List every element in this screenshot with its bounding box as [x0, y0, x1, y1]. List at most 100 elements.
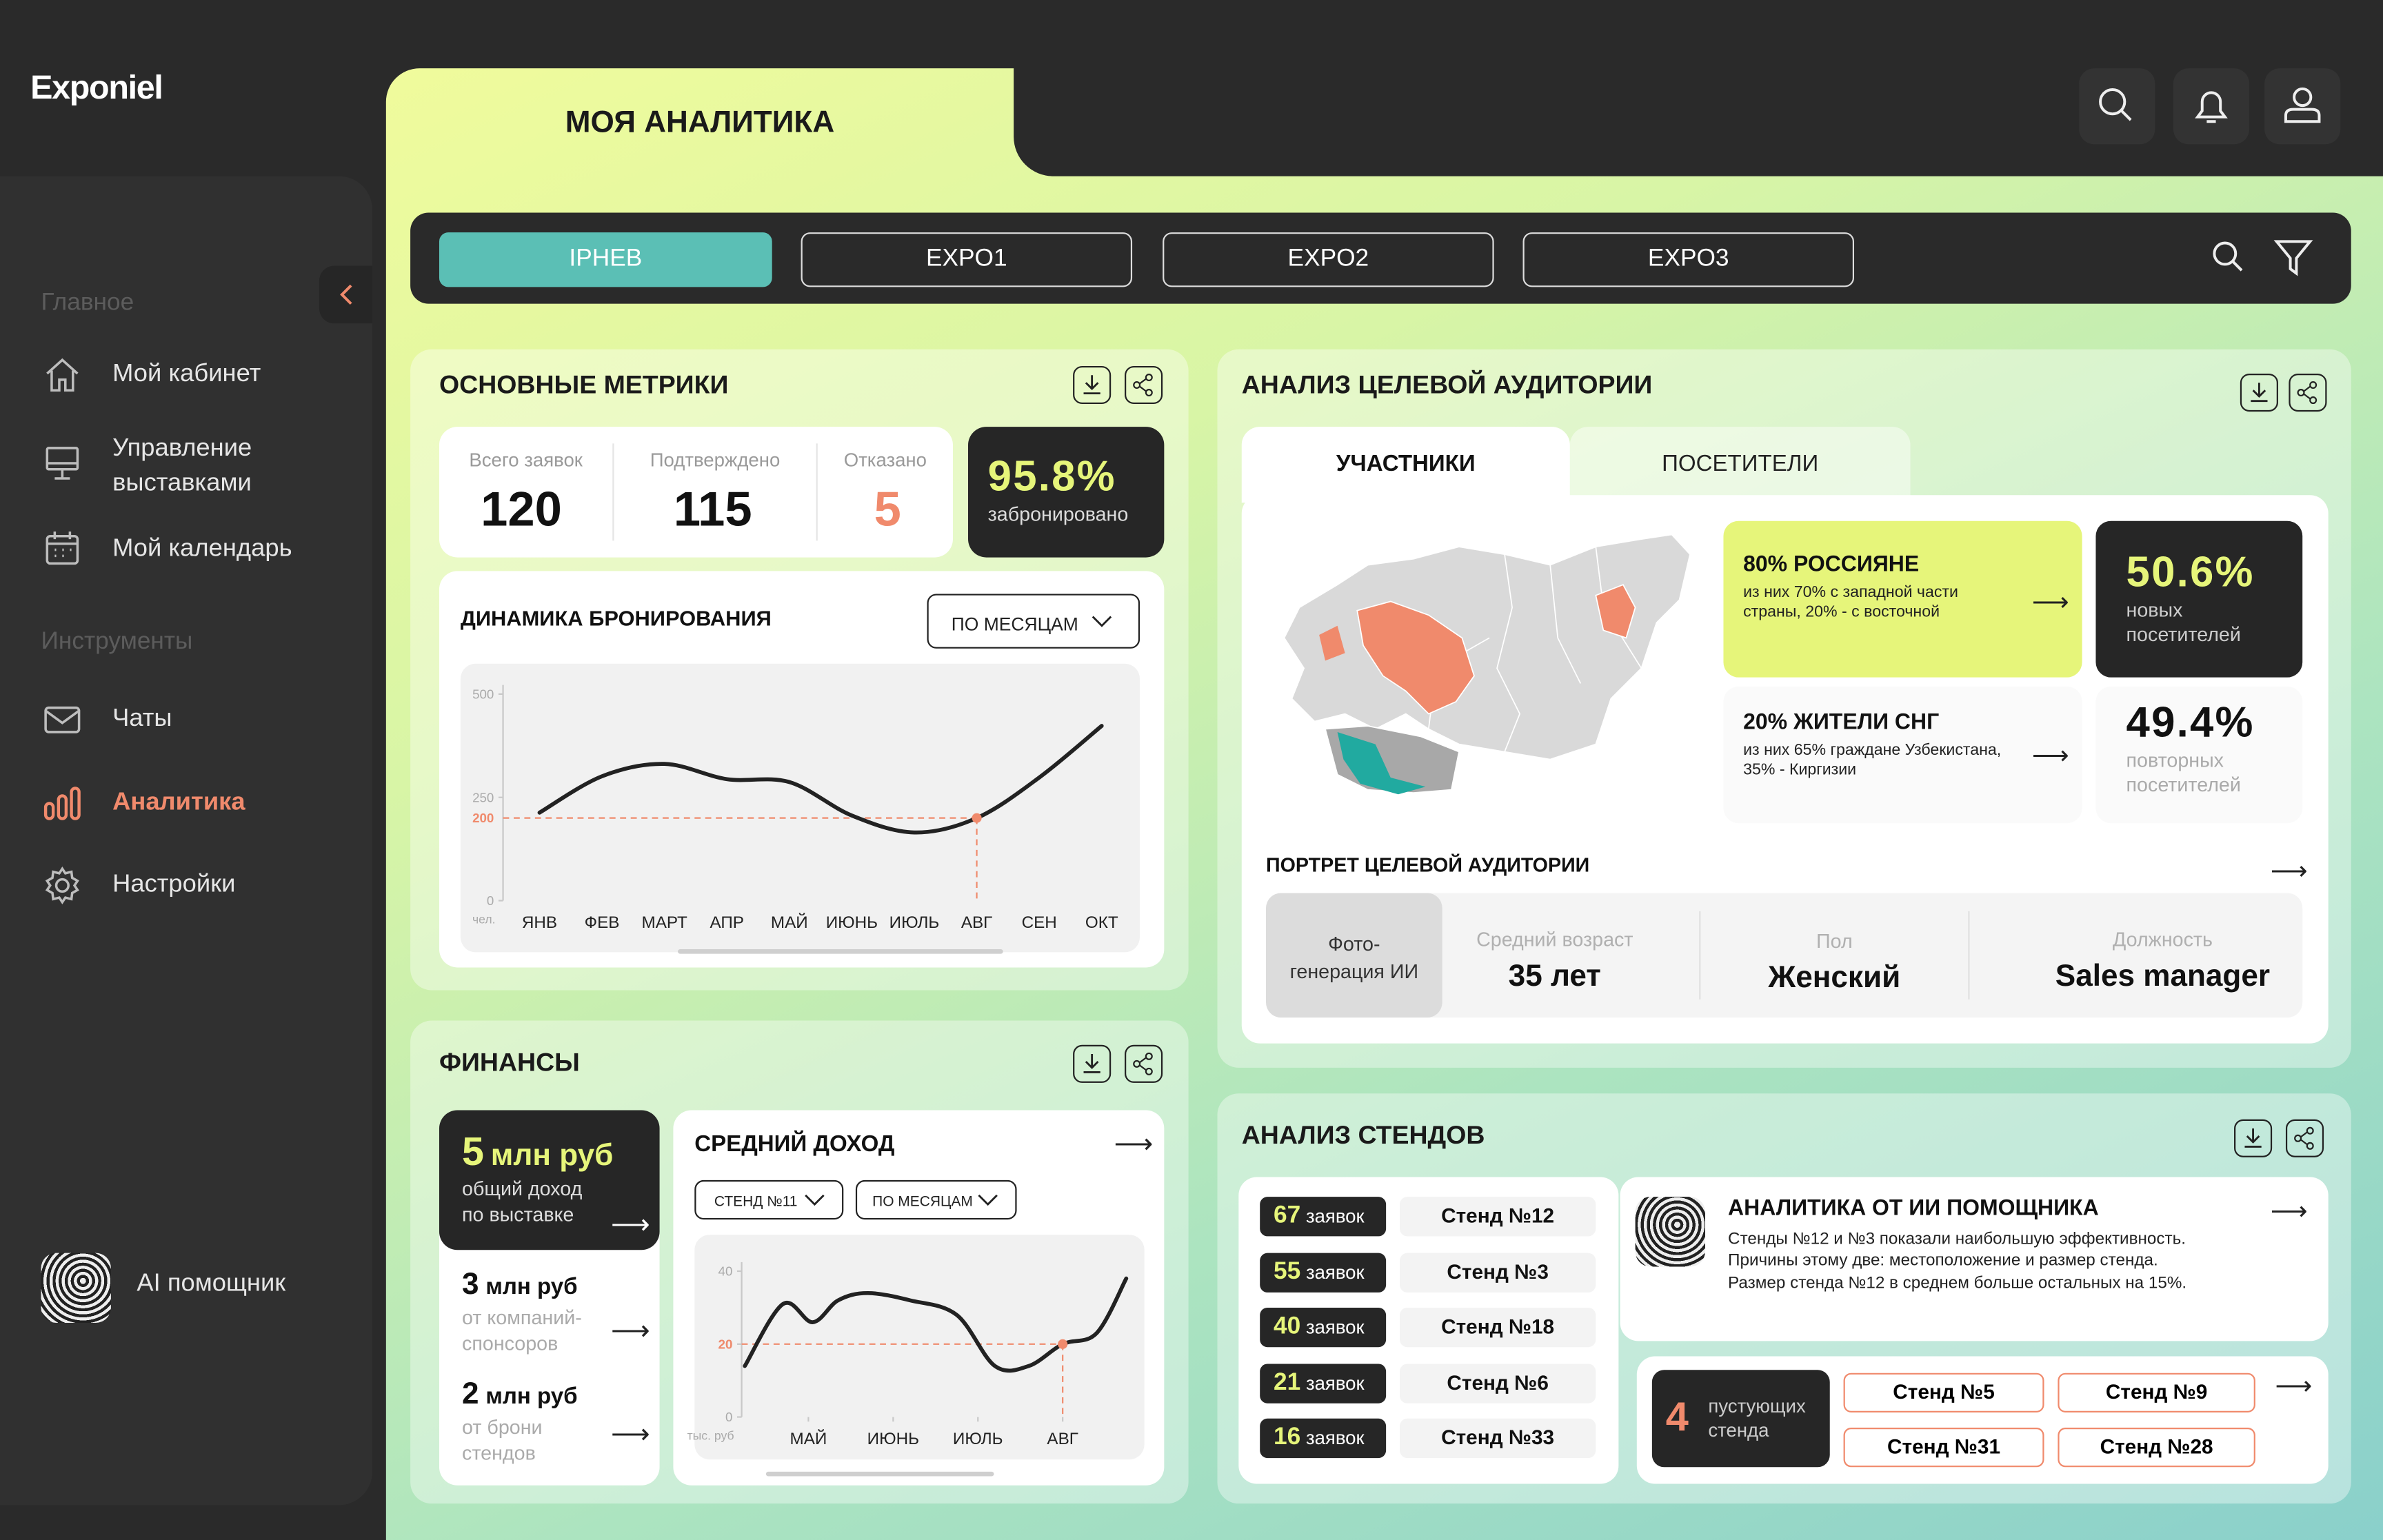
stand-name: Стенд №33 [1399, 1418, 1596, 1459]
settings-icon [45, 867, 79, 904]
card-title: АНАЛИЗ ЦЕЛЕВОЙ АУДИТОРИИ [1241, 370, 1653, 400]
insight-title: 20% ЖИТЕЛИ СНГ [1743, 711, 1940, 736]
ai-text: Размер стенда №12 в среднем больше остал… [1728, 1274, 2187, 1293]
brand: Exponiel [30, 68, 163, 107]
stat-label: Всего заявок [469, 449, 583, 471]
ai-title: АНАЛИТИКА ОТ ИИ ПОМОЩНИКА [1728, 1197, 2099, 1222]
share-button[interactable] [2289, 373, 2327, 412]
dropdown-label: СТЕНД №11 [714, 1193, 798, 1210]
nav-item[interactable]: Мой кабинет [112, 360, 261, 387]
audience-tab-active[interactable]: УЧАСТНИКИ [1241, 427, 1570, 503]
total-panel [439, 1110, 660, 1250]
stat-label: новых посетителей [2126, 598, 2241, 645]
arrow-icon[interactable]: ⟶ [2275, 1371, 2313, 1401]
portrait-label: Пол [1816, 929, 1853, 953]
filter-icon[interactable] [2271, 234, 2316, 283]
stat-label: Подтверждено [650, 449, 781, 471]
source-label: от компаний-спонсоров [462, 1306, 582, 1355]
scrollbar [765, 1471, 994, 1477]
empty-stand[interactable]: Стенд №28 [2058, 1428, 2255, 1468]
nav-item-active[interactable]: Аналитика [112, 788, 245, 816]
sources-panel [439, 1215, 660, 1486]
y-tick-label: 0 [487, 893, 494, 908]
request-count: 16 заявок [1260, 1418, 1387, 1459]
search-icon[interactable] [2204, 234, 2255, 283]
y-unit: чел. [472, 913, 496, 926]
empty-stand[interactable]: Стенд №31 [1843, 1428, 2044, 1468]
card-title: ОСНОВНЫЕ МЕТРИКИ [439, 370, 729, 400]
arrow-icon[interactable]: ⟶ [2270, 1197, 2308, 1226]
line [743, 1276, 1129, 1373]
download-button[interactable] [2234, 1119, 2273, 1157]
download-button[interactable] [1073, 365, 1112, 405]
profile-button[interactable] [2264, 68, 2341, 145]
x-tick-label: ЯНВ [522, 913, 557, 932]
x-tick-label: ИЮНЬ [867, 1430, 919, 1448]
portrait-value: Женский [1768, 961, 1901, 995]
chart-area [460, 663, 1140, 953]
x-tick-label: ИЮЛЬ [953, 1430, 1003, 1448]
amount: 2 [462, 1377, 479, 1411]
notifications-button[interactable] [2173, 68, 2250, 145]
card-title: ФИНАНСЫ [439, 1048, 580, 1077]
exhibition-tab-active[interactable]: IPHEB [439, 232, 772, 287]
request-count: 55 заявок [1260, 1253, 1387, 1293]
ai-panel [1620, 1177, 2329, 1341]
share-button[interactable] [2285, 1119, 2324, 1157]
marker-label: 200 [472, 811, 494, 825]
exhibition-tab[interactable]: EXPO3 [1522, 232, 1855, 287]
share-button[interactable] [1125, 1044, 1163, 1083]
exhibition-tab[interactable]: EXPO1 [801, 232, 1133, 287]
download-button[interactable] [2240, 373, 2278, 412]
arrow-icon[interactable]: ⟶ [2270, 856, 2308, 886]
arrow-icon[interactable]: ⟶ [611, 1418, 650, 1449]
dropdown-label: ПО МЕСЯЦАМ [951, 614, 1078, 635]
stat-value: 49.4% [2126, 698, 2255, 746]
arrow-icon[interactable]: ⟶ [1114, 1128, 1154, 1159]
stats-panel [439, 427, 953, 558]
exhibition-tab[interactable]: EXPO2 [1163, 232, 1494, 287]
collapse-button[interactable] [319, 265, 373, 324]
chevron-icon [1092, 616, 1112, 627]
request-count: 40 заявок [1260, 1307, 1387, 1348]
arrow-icon: ⟶ [2031, 587, 2069, 617]
period-dropdown[interactable]: ПО МЕСЯЦАМ [855, 1179, 1017, 1220]
scrollbar [678, 949, 1003, 954]
share-button[interactable] [1125, 365, 1163, 405]
insight-text: из них 65% граждане Узбекистана, 35% - К… [1743, 741, 2002, 779]
unit: заявок [1305, 1206, 1365, 1228]
marker-point [1058, 1339, 1068, 1349]
assistant-link[interactable]: AI помощник [137, 1269, 286, 1297]
nav-item[interactable]: Чаты [112, 705, 172, 732]
nav-item[interactable]: Мой календарь [112, 534, 292, 563]
stat-value: 115 [673, 481, 752, 536]
chart-area [694, 1235, 1145, 1460]
empty-label: пустующих стенда [1708, 1395, 1806, 1442]
insight-card[interactable] [1723, 686, 2082, 824]
arrow-icon[interactable]: ⟶ [611, 1315, 650, 1346]
empty-stand[interactable]: Стенд №9 [2058, 1372, 2255, 1412]
period-dropdown[interactable]: ПО МЕСЯЦАМ [927, 594, 1140, 649]
photo-placeholder: Фото-генерация ИИ [1266, 893, 1442, 1018]
assistant-avatar [41, 1253, 111, 1323]
bell-icon [2195, 91, 2228, 123]
marker-point [972, 813, 982, 823]
x-tick-label: ФЕВ [585, 913, 620, 932]
x-tick-label: МАРТ [642, 913, 687, 932]
nav-item[interactable]: Настройки [112, 870, 236, 898]
search-button[interactable] [2079, 68, 2155, 145]
stand-dropdown[interactable]: СТЕНД №11 [694, 1179, 844, 1220]
download-icon [2251, 383, 2268, 403]
download-button[interactable] [1073, 1044, 1112, 1083]
nav-item[interactable]: Управление выставками [112, 434, 252, 497]
audience-tab[interactable]: ПОСЕТИТЕЛИ [1569, 427, 1911, 503]
x-tick-label: АПР [710, 913, 743, 932]
booked-label: забронировано [987, 503, 1129, 526]
empty-stand[interactable]: Стенд №5 [1843, 1372, 2044, 1412]
share-icon [2294, 1126, 2314, 1150]
count: 40 [1274, 1313, 1301, 1340]
insight-card[interactable] [1723, 520, 2082, 678]
arrow-icon[interactable]: ⟶ [611, 1208, 650, 1239]
x-tick-label: МАЙ [790, 1429, 827, 1448]
